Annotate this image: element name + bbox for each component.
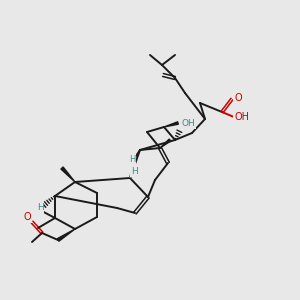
Polygon shape bbox=[61, 167, 75, 182]
Text: O: O bbox=[23, 212, 31, 222]
Polygon shape bbox=[164, 122, 178, 127]
Text: OH: OH bbox=[181, 118, 195, 127]
Text: H: H bbox=[37, 203, 44, 212]
Text: H: H bbox=[129, 155, 135, 164]
Polygon shape bbox=[160, 139, 171, 148]
Text: H: H bbox=[130, 167, 137, 176]
Text: OH: OH bbox=[235, 112, 250, 122]
Polygon shape bbox=[57, 229, 75, 241]
Text: O: O bbox=[234, 93, 242, 103]
